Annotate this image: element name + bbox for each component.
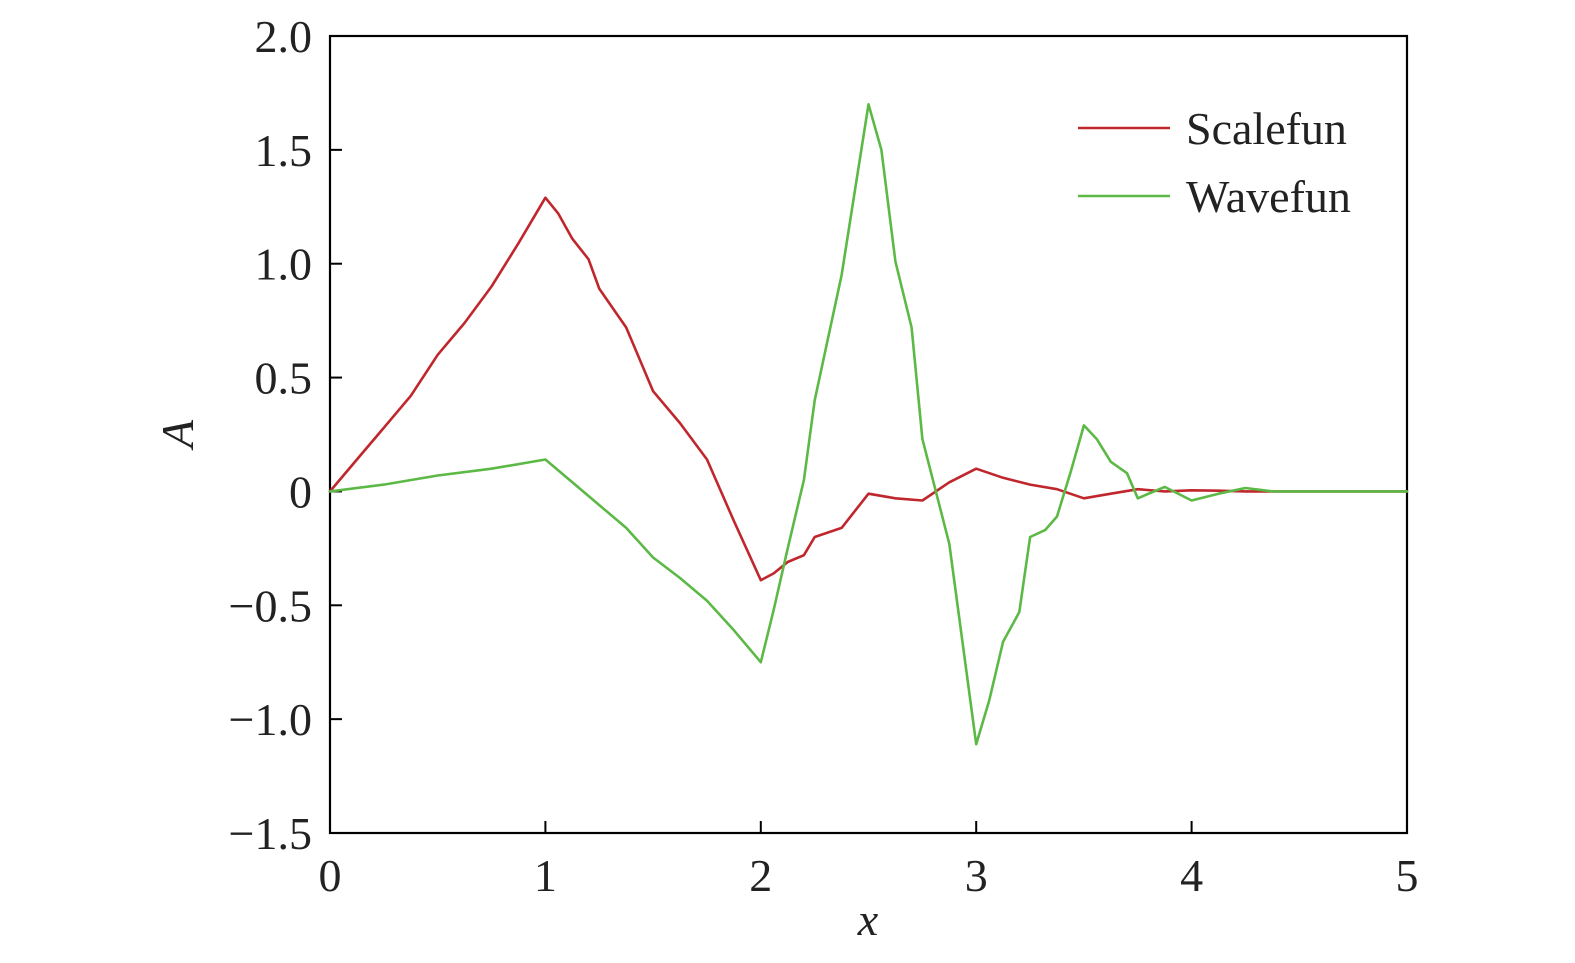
x-axis-label: x	[857, 894, 879, 945]
legend-label-scalefun: Scalefun	[1186, 103, 1347, 154]
series-line-wavefun	[328, 103, 1409, 746]
series-lines	[328, 103, 1409, 746]
x-tick-label: 4	[1180, 850, 1203, 901]
y-tick-label: 1.5	[255, 125, 313, 176]
legend-label-wavefun: Wavefun	[1186, 171, 1351, 222]
x-tick-label: 0	[319, 850, 342, 901]
y-tick-label: 1.0	[255, 239, 313, 290]
axis-ticks	[329, 35, 1408, 834]
x-tick-label: 2	[749, 850, 772, 901]
plot-frame	[328, 34, 1409, 835]
series-line-scalefun	[328, 196, 1409, 582]
y-tick-label: −1.0	[229, 694, 312, 745]
y-tick-label: 2.0	[255, 11, 313, 62]
x-tick-label: 5	[1396, 850, 1419, 901]
y-tick-label: 0	[289, 466, 312, 517]
y-tick-label: −1.5	[229, 808, 312, 859]
y-tick-label: −0.5	[229, 580, 312, 631]
y-axis-label: A	[152, 419, 203, 451]
y-tick-label: 0.5	[255, 353, 313, 404]
x-tick-label: 1	[534, 850, 557, 901]
legend: Scalefun Wavefun	[1078, 103, 1351, 222]
x-tick-label: 3	[965, 850, 988, 901]
axis-tick-labels: 0 1 2 3 4 5 −1.5 −1.0 −0.5 0 0.5 1.0 1.5 2.0	[229, 11, 1419, 901]
